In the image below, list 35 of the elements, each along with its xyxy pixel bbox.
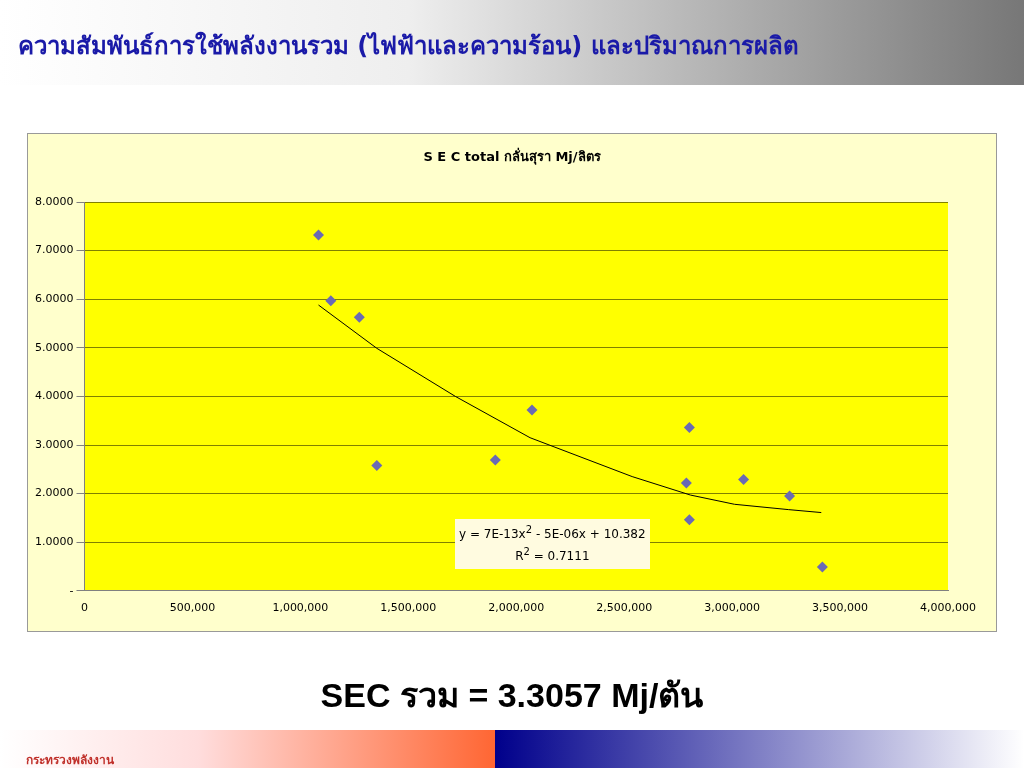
point	[816, 561, 828, 573]
x-tick-label: 1,500,000	[380, 601, 437, 615]
y-tick-label: 7.0000	[34, 243, 74, 257]
y-tick-label: 4.0000	[34, 389, 74, 403]
x-tick-label: 1,000,000	[272, 601, 329, 615]
x-tick-label: 500,000	[169, 601, 216, 615]
point	[680, 477, 692, 489]
y-tick-label: 6.0000	[34, 292, 74, 306]
x-tick-label: 2,500,000	[596, 601, 653, 615]
point	[325, 295, 337, 307]
point	[526, 404, 538, 416]
chart-subtitle: S E C total กลั่นสุรา Mj/ลิตร	[422, 146, 602, 167]
point	[489, 454, 501, 466]
chart-title: ความสัมพันธ์การใช้พลังงานรวม (ไฟฟ้าและความร้อน) และปริมาณการผลิต	[18, 30, 799, 62]
y-tick-label: 2.0000	[34, 486, 74, 500]
y-tick-label: 3.0000	[34, 437, 74, 451]
point	[683, 514, 695, 526]
y-tick-label: -	[69, 583, 74, 597]
text: y = 7E-13x$^{2}$ - 5E-06x + 10.382 R$^{2}$ = 0.7111	[459, 524, 646, 564]
point	[353, 311, 365, 323]
text: กระทรวงพลังงาน	[26, 752, 114, 768]
y-tick-label: 8.0000	[34, 194, 74, 208]
point	[371, 459, 383, 471]
point	[313, 229, 324, 241]
x-tick-label: 2,000,000	[488, 601, 545, 615]
x-tick-label: 4,000,000	[920, 601, 976, 615]
y-tick-label: 1.0000	[34, 535, 74, 549]
point	[784, 490, 796, 502]
y-tick-label: 5.0000	[34, 340, 74, 354]
point	[683, 422, 695, 433]
x-tick-label: 3,000,000	[704, 601, 761, 615]
x-tick-label: 3,500,000	[812, 601, 869, 615]
point	[738, 474, 750, 486]
x-tick-label: 0	[80, 601, 88, 615]
text: SEC รวม = 3.3057 Mj/ตัน	[319, 675, 705, 716]
